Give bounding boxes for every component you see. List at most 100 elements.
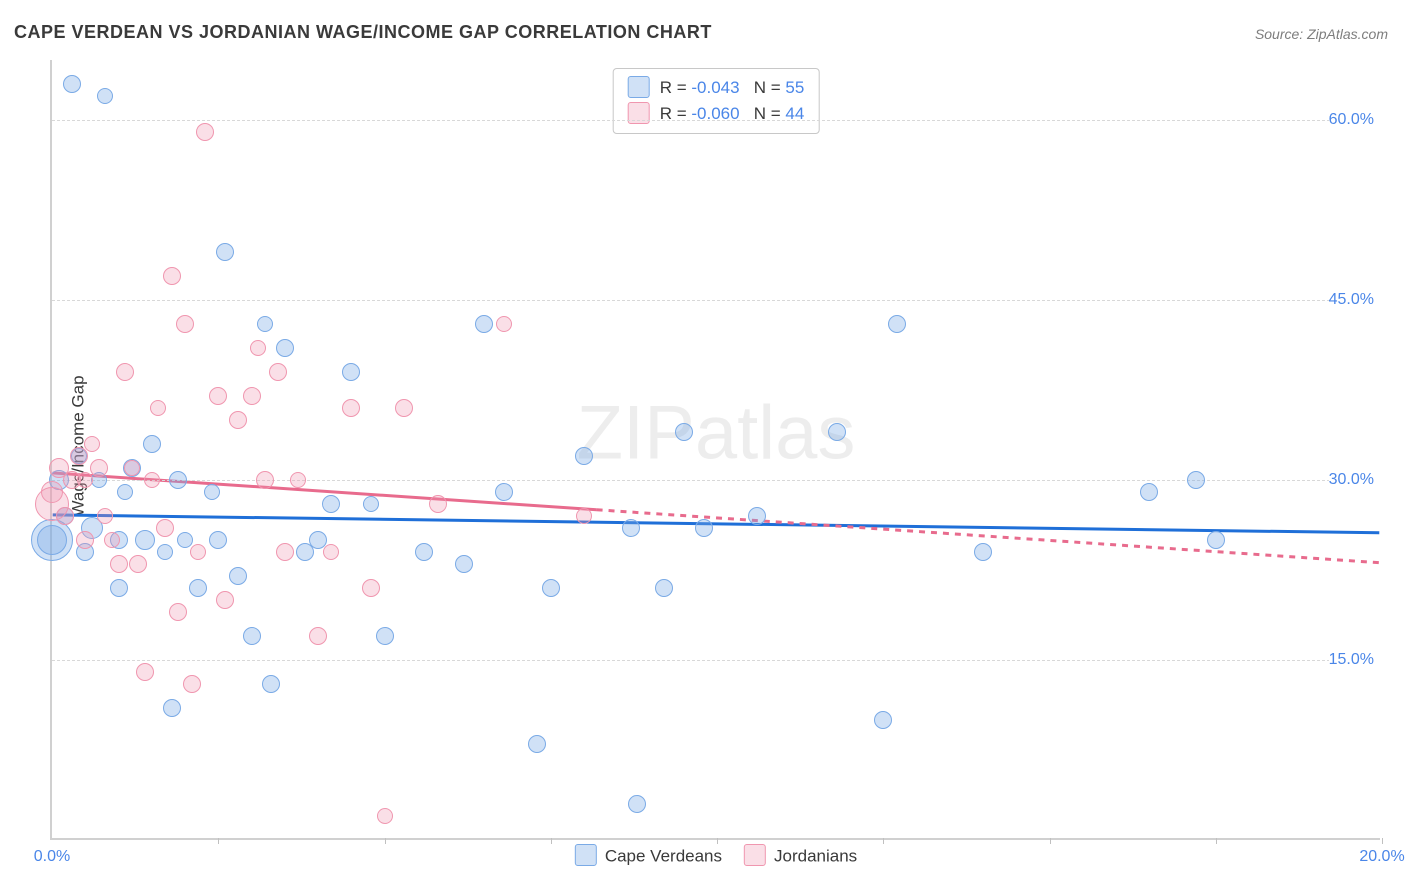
data-point (76, 531, 94, 549)
data-point (342, 363, 360, 381)
data-point (576, 508, 592, 524)
data-point (124, 460, 140, 476)
data-point (415, 543, 433, 561)
y-tick-label: 45.0% (1329, 291, 1382, 309)
y-tick-label: 60.0% (1329, 111, 1382, 129)
data-point (243, 627, 261, 645)
data-point (243, 387, 261, 405)
chart-title: CAPE VERDEAN VS JORDANIAN WAGE/INCOME GA… (14, 22, 712, 43)
data-point (1140, 483, 1158, 501)
data-point (56, 507, 74, 525)
data-point (269, 363, 287, 381)
legend-series-label: Jordanians (774, 846, 857, 865)
gridline-h (52, 660, 1380, 661)
data-point (262, 675, 280, 693)
watermark: ZIPatlas (577, 390, 856, 477)
data-point (196, 123, 214, 141)
data-point (104, 532, 120, 548)
data-point (63, 75, 81, 93)
data-point (1187, 471, 1205, 489)
data-point (455, 555, 473, 573)
legend-row: R = -0.043 N = 55 (628, 75, 805, 101)
data-point (157, 544, 173, 560)
data-point (117, 484, 133, 500)
data-point (70, 447, 88, 465)
data-point (695, 519, 713, 537)
data-point (216, 591, 234, 609)
data-point (475, 315, 493, 333)
data-point (90, 459, 108, 477)
data-point (176, 315, 194, 333)
data-point (190, 544, 206, 560)
data-point (209, 387, 227, 405)
legend-r-label: R = (660, 78, 692, 97)
legend-r-value: -0.043 (691, 78, 739, 97)
data-point (41, 481, 63, 503)
data-point (828, 423, 846, 441)
data-point (169, 471, 187, 489)
x-tick-label: 20.0% (1359, 848, 1404, 866)
data-point (257, 316, 273, 332)
data-point (177, 532, 193, 548)
data-point (495, 483, 513, 501)
data-point (575, 447, 593, 465)
data-point (377, 808, 393, 824)
data-point (342, 399, 360, 417)
y-tick-label: 15.0% (1329, 651, 1382, 669)
legend-n-value: 55 (785, 78, 804, 97)
data-point (429, 495, 447, 513)
y-tick-label: 30.0% (1329, 471, 1382, 489)
data-point (144, 472, 160, 488)
gridline-h (52, 120, 1380, 121)
data-point (874, 711, 892, 729)
data-point (542, 579, 560, 597)
data-point (97, 508, 113, 524)
data-point (675, 423, 693, 441)
data-point (110, 555, 128, 573)
data-point (290, 472, 306, 488)
x-tick-mark (717, 838, 718, 844)
data-point (363, 496, 379, 512)
data-point (77, 472, 93, 488)
data-point (163, 699, 181, 717)
data-point (209, 531, 227, 549)
data-point (250, 340, 266, 356)
data-point (169, 603, 187, 621)
legend-row: R = -0.060 N = 44 (628, 101, 805, 127)
data-point (309, 627, 327, 645)
data-point (276, 543, 294, 561)
x-tick-mark (385, 838, 386, 844)
trend-lines-layer (52, 60, 1380, 838)
data-point (136, 663, 154, 681)
legend-series: Cape VerdeansJordanians (575, 846, 857, 868)
gridline-h (52, 300, 1380, 301)
data-point (628, 795, 646, 813)
legend-swatch (575, 844, 597, 866)
data-point (229, 411, 247, 429)
data-point (229, 567, 247, 585)
data-point (116, 363, 134, 381)
legend-swatch (628, 76, 650, 98)
data-point (622, 519, 640, 537)
data-point (183, 675, 201, 693)
data-point (129, 555, 147, 573)
data-point (1207, 531, 1225, 549)
data-point (143, 435, 161, 453)
trend-line (53, 515, 1380, 533)
data-point (528, 735, 546, 753)
legend-correlation: R = -0.043 N = 55R = -0.060 N = 44 (613, 68, 820, 134)
data-point (204, 484, 220, 500)
data-point (888, 315, 906, 333)
x-tick-mark (1050, 838, 1051, 844)
source-attribution: Source: ZipAtlas.com (1255, 26, 1388, 42)
data-point (974, 543, 992, 561)
gridline-h (52, 480, 1380, 481)
data-point (163, 267, 181, 285)
data-point (276, 339, 294, 357)
x-tick-mark (218, 838, 219, 844)
x-tick-mark (551, 838, 552, 844)
data-point (110, 579, 128, 597)
data-point (748, 507, 766, 525)
data-point (37, 525, 67, 555)
x-tick-mark (1382, 838, 1383, 844)
